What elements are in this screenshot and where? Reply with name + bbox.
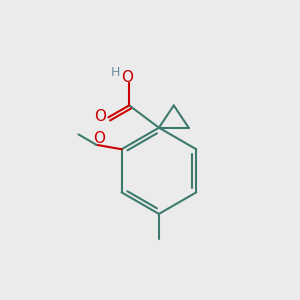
Text: O: O [121,70,133,85]
Text: H: H [110,66,120,79]
Text: O: O [93,131,105,146]
Text: O: O [94,109,106,124]
